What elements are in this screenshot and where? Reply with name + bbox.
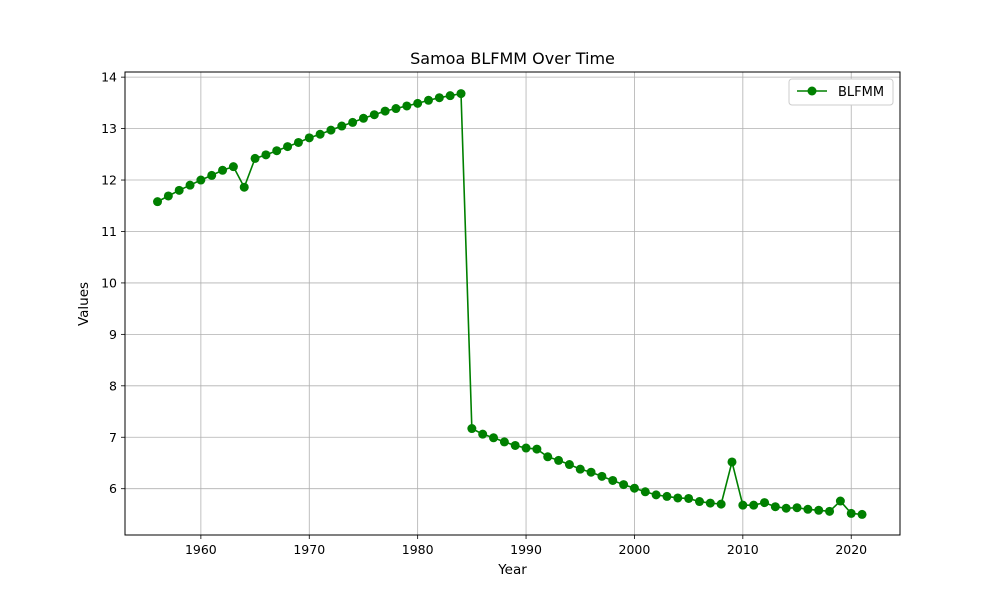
data-point	[174, 185, 184, 195]
data-point	[304, 133, 314, 143]
data-point	[153, 197, 163, 207]
data-point	[803, 504, 813, 514]
data-point	[857, 509, 867, 519]
data-point	[326, 125, 336, 135]
data-point	[369, 110, 379, 120]
data-point	[716, 499, 726, 509]
data-point	[185, 180, 195, 190]
data-point	[239, 182, 249, 192]
data-point	[478, 429, 488, 439]
legend-box	[788, 78, 894, 106]
y-tick-label: 14	[101, 70, 117, 85]
x-tick-label: 1980	[402, 542, 434, 557]
y-tick-label: 11	[101, 224, 117, 239]
y-tick-label: 13	[101, 121, 117, 136]
data-point	[760, 498, 770, 508]
x-tick-label: 2020	[835, 542, 867, 557]
data-point	[380, 106, 390, 116]
data-point	[261, 150, 271, 160]
data-point	[694, 497, 704, 507]
y-axis: 6 7 8 9 10 11 12 13 14	[101, 70, 125, 496]
chart-title: Samoa BLFMM Over Time	[410, 49, 615, 68]
data-point	[315, 129, 325, 139]
y-tick-label: 6	[109, 481, 117, 496]
data-point	[749, 500, 759, 510]
data-point	[228, 162, 238, 172]
data-point	[619, 480, 629, 490]
data-point	[543, 452, 553, 462]
plot-frame	[124, 71, 901, 536]
data-point	[163, 191, 173, 201]
legend: BLFMM	[788, 78, 894, 106]
data-point	[532, 444, 542, 454]
data-point	[196, 175, 206, 185]
y-axis-label: Values	[76, 282, 92, 326]
data-point	[424, 95, 433, 105]
x-tick-label: 2010	[727, 542, 759, 557]
data-point	[391, 104, 401, 114]
data-point	[792, 503, 802, 513]
data-point	[283, 142, 293, 152]
data-point	[608, 475, 618, 485]
data-point	[250, 153, 260, 163]
grid-lines	[125, 72, 900, 535]
x-axis: 1960 1970 1980 1990 2000 2010 2020	[185, 535, 867, 557]
data-point	[218, 165, 228, 175]
x-tick-label: 1960	[185, 542, 217, 557]
y-tick-label: 10	[101, 275, 117, 290]
data-point	[727, 457, 737, 467]
data-point	[434, 93, 444, 103]
y-tick-label: 7	[109, 430, 117, 445]
y-tick-label: 8	[109, 378, 117, 393]
data-point	[207, 170, 217, 180]
data-point	[489, 433, 499, 443]
data-point	[662, 491, 672, 501]
data-point	[456, 89, 466, 99]
x-axis-label: Year	[497, 562, 527, 578]
data-point	[651, 490, 661, 500]
data-point	[770, 502, 780, 512]
data-point	[629, 483, 639, 493]
data-point	[673, 493, 683, 503]
legend-marker-swatch	[807, 86, 817, 96]
y-tick-label: 12	[101, 173, 117, 188]
data-point	[575, 464, 585, 474]
y-tick-label: 9	[109, 327, 117, 342]
data-point	[640, 487, 650, 497]
data-point	[586, 467, 596, 477]
data-point	[402, 101, 412, 111]
x-tick-label: 2000	[619, 542, 651, 557]
data-point	[846, 508, 856, 518]
data-point	[445, 91, 455, 101]
data-point	[781, 503, 791, 513]
data-point	[564, 460, 574, 470]
data-point	[293, 137, 303, 147]
legend-label: BLFMM	[838, 85, 884, 100]
data-point	[358, 113, 368, 123]
data-point	[510, 440, 520, 450]
x-tick-label: 1990	[510, 542, 542, 557]
data-point	[814, 505, 824, 515]
data-point	[738, 500, 748, 510]
data-point	[684, 493, 694, 503]
data-point	[499, 437, 509, 447]
x-tick-label: 1970	[293, 542, 325, 557]
data-point	[597, 471, 607, 481]
data-point	[467, 424, 477, 434]
data-point	[554, 455, 564, 465]
series-layer	[153, 89, 867, 519]
data-point	[825, 506, 835, 516]
data-point	[835, 496, 845, 506]
data-point	[705, 498, 715, 508]
data-point	[337, 121, 347, 131]
data-point	[348, 117, 358, 127]
data-point	[272, 146, 282, 156]
data-point	[521, 443, 531, 453]
data-point	[413, 98, 423, 108]
